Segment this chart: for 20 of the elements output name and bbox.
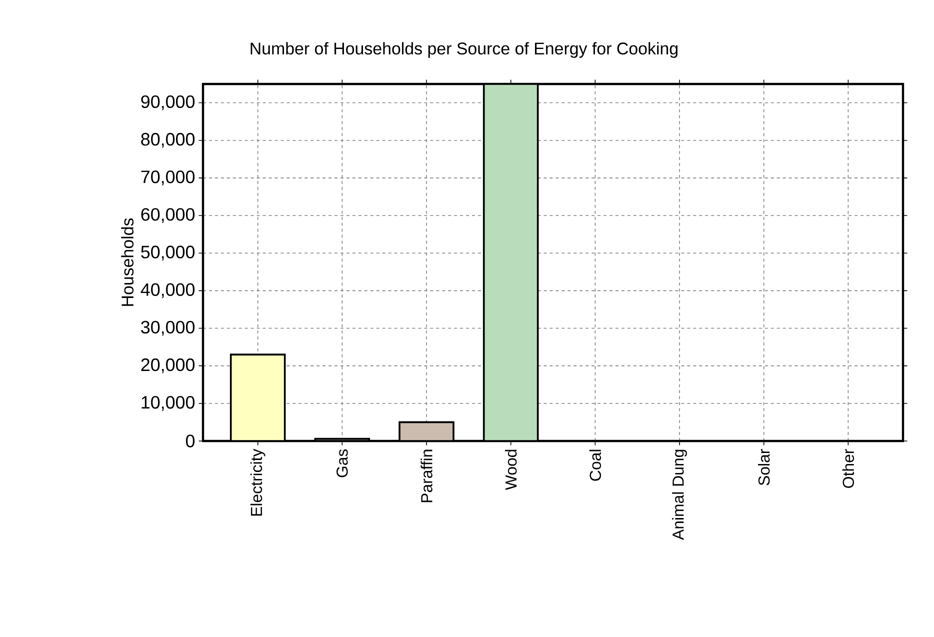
y-tick-label: 0	[186, 434, 195, 448]
y-tick-label: 30,000	[141, 320, 195, 336]
x-tick-label: Electricity	[250, 448, 266, 516]
x-tick-label: Wood	[504, 450, 517, 490]
y-tick-label: 70,000	[141, 170, 195, 186]
x-tick-label: Coal	[589, 450, 602, 481]
chart-title: Number of Households per Source of Energy for Cooking	[250, 42, 678, 58]
y-axis-title: Households	[121, 218, 134, 306]
y-tick-label: 50,000	[141, 246, 195, 260]
y-tick-label: 90,000	[141, 95, 195, 110]
x-tick-label: Gas	[336, 449, 348, 478]
y-tick-label: 40,000	[140, 283, 195, 298]
x-tick-label: Animal Dung	[672, 450, 687, 540]
x-tick-label: Other	[842, 449, 854, 488]
y-tick-label: 60,000	[141, 208, 195, 223]
x-tick-label: Solar	[758, 449, 770, 486]
y-tick-label: 10,000	[142, 396, 195, 411]
y-tick-label: 20,000	[141, 358, 195, 374]
y-tick-label: 80,000	[141, 132, 195, 148]
x-tick-label: Paraffin	[420, 450, 432, 502]
